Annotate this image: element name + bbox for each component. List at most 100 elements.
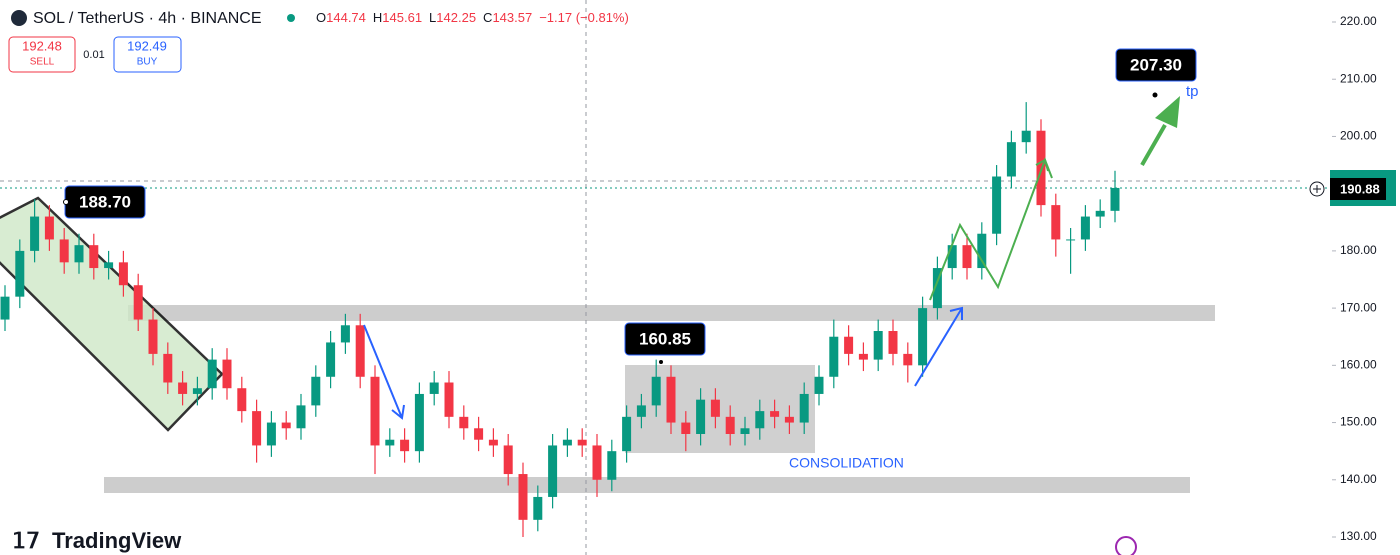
alert-icon[interactable] [1115,536,1137,555]
candle-body [888,331,898,354]
candle-body [962,245,972,269]
y-tick-label: 170.00 [1340,300,1377,314]
candle-body [459,416,469,429]
candle-body [666,376,676,423]
candle-body [104,262,114,269]
chart-title: SOL / TetherUS · 4h · BINANCE [33,10,262,27]
target-arrow-head [1155,96,1180,128]
status-dot [287,14,295,22]
candle-body [340,325,350,343]
candle-body [15,250,25,297]
ohlc-item: O [316,10,326,25]
candle-body [326,342,336,377]
candle-body [444,382,454,417]
candle-body [237,388,247,412]
candle-body [784,416,794,423]
candle-body [118,262,128,286]
candle-body [385,439,395,446]
candle-body [1006,142,1016,177]
swing-high-dot [63,199,69,205]
candle-body [222,359,232,389]
candle-body [44,216,54,240]
candle-body [992,176,1002,234]
candle-body [977,233,987,269]
candle-body [592,445,602,480]
candle-body [59,239,69,263]
candles [0,102,1120,537]
candle-body [844,336,854,354]
branding: 𝟣𝟩 TradingView [12,528,1137,555]
ohlc-item: C [483,10,492,25]
buy-label: BUY [137,57,158,68]
candle-body [1036,130,1046,206]
header: SOL / TetherUS · 4h · BINANCE O144.74 H14… [8,10,629,73]
consolidation-label: CONSOLIDATION [789,455,904,471]
target-arrow [1140,124,1167,166]
target-label: 207.30 [1130,55,1182,74]
candle-body [740,428,750,434]
candle-body [918,308,928,366]
y-tick-label: 150.00 [1340,415,1377,429]
y-tick-label: 140.00 [1340,472,1377,486]
last-price: 190.88 [1340,181,1380,196]
candle-body [725,416,735,434]
candle-body [814,376,824,394]
candle-body [0,296,10,320]
candle-body [355,325,365,377]
candle-body [577,439,587,446]
candle-body [1021,130,1031,143]
candle-body [873,331,883,360]
up-arrow [914,306,963,387]
candle-body [533,496,543,520]
consolidation-high-label: 160.85 [639,329,691,348]
annotations: 188.70 160.85 207.30 tp CONSOLIDATION [63,48,1199,471]
candle-body [755,411,765,429]
candle-body [74,245,84,263]
candle-body [1095,210,1105,217]
zigzag-head [1035,158,1049,172]
ohlc-item: 143.57 [492,10,532,25]
add-icon [1313,185,1321,193]
ohlc-header: O144.74 H145.61 L142.25 C143.57 −1.17 (−0.81… [316,10,629,25]
candle-body [1110,187,1120,211]
candle-body [266,422,276,446]
candle-body [622,416,632,452]
candle-body [607,451,617,480]
y-tick-label: 220.00 [1340,14,1377,28]
candle-body [163,353,173,383]
consolidation-high-dot [659,360,663,364]
down-arrow [363,324,405,420]
y-tick-label: 180.00 [1340,243,1377,257]
sell-price: 192.48 [22,38,62,53]
price-axis: 130.00 140.00 150.00 160.00 170.00 180.00 190.… [1309,14,1396,543]
spread: 0.01 [83,49,104,61]
candle-body [30,216,40,251]
symbol-icon [11,10,27,26]
candle-body [518,474,528,520]
candle-body [681,422,691,434]
candle-body [829,336,839,377]
target-dot [1152,92,1158,98]
candle-body [281,422,291,429]
candle-body [903,353,913,366]
candle-body [252,411,262,446]
brand: TradingView [52,528,182,553]
resistance-zone [128,305,1215,321]
sell-button[interactable] [8,36,76,73]
buy-button[interactable] [113,36,182,73]
candle-body [370,376,380,446]
candle-body [1051,205,1061,240]
candle-body [696,399,706,434]
y-tick-label: 200.00 [1340,129,1377,143]
drawings [0,0,1330,555]
candle-body [296,405,306,429]
support-zone [104,477,1190,493]
target-box [1115,48,1197,82]
candle-body [548,445,558,497]
candle-body [178,382,188,394]
y-tick-label: 130.00 [1340,529,1377,543]
consolidation-high-box [624,322,706,356]
ohlc-item: L [429,10,436,25]
candle-body [192,388,202,394]
